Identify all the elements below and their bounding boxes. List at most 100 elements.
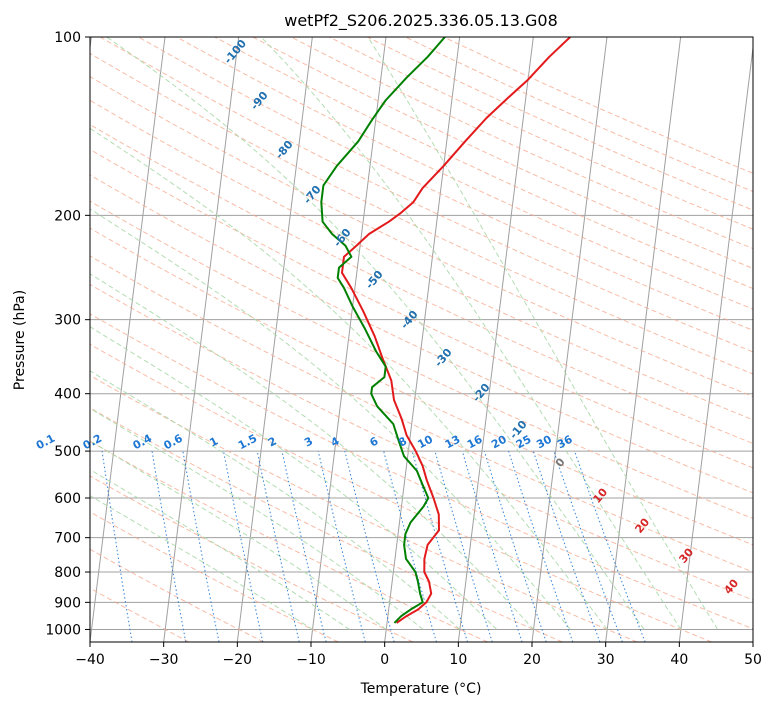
y-tick-label: 700 [54, 531, 81, 547]
red-line-label: 20 [632, 515, 652, 535]
mixing-ratio-line [256, 450, 300, 642]
mixing-ratio-label: 20 [489, 433, 509, 452]
series-line-temperature [341, 37, 571, 624]
dry-adiabat-line [90, 587, 190, 642]
x-tick-label: −40 [75, 652, 105, 668]
moist-adiabat-label: 0 [553, 455, 568, 469]
moist-adiabat-line [106, 37, 645, 630]
mixing-ratio-label: 36 [555, 433, 575, 452]
dry-adiabat-line [176, 37, 753, 310]
mixing-ratio-label: 3 [302, 434, 315, 449]
dry-adiabat-line [90, 283, 753, 601]
moist-adiabat-line [90, 407, 424, 630]
moist-adiabat-label: -50 [363, 268, 386, 292]
mixing-ratio-line [553, 450, 623, 642]
mixing-ratio-line [574, 450, 646, 642]
mixing-ratio-line [223, 451, 264, 642]
mixing-ratio-line [281, 450, 327, 642]
y-tick-label: 100 [54, 30, 81, 46]
red-line-label: 10 [590, 485, 610, 505]
dry-adiabat-line [367, 37, 753, 211]
moist-adiabat-line [90, 127, 608, 630]
dry-adiabat-line [90, 313, 753, 630]
mixing-ratio-line [411, 450, 468, 642]
dry-adiabat-line [90, 548, 264, 642]
mixing-ratio-label: 16 [465, 433, 485, 452]
dry-adiabat-line [405, 37, 753, 193]
mixing-ratio-line [317, 450, 366, 642]
y-tick-label: 1000 [45, 622, 81, 638]
y-tick-label: 600 [54, 491, 81, 507]
mixing-ratio-label: 10 [415, 433, 435, 452]
isotherm-line [457, 37, 534, 642]
isotherm-line [163, 37, 240, 642]
mixing-ratio-label: 0.6 [162, 432, 186, 453]
y-axis: 100 200 300 400 500 600 700 800 900 1000 [45, 30, 90, 638]
moist-adiabat-line [90, 440, 387, 630]
isotherm-line [236, 37, 313, 642]
x-tick-label: −20 [223, 652, 253, 668]
background-lines [90, 37, 753, 642]
moist-adiabat-label: -20 [470, 381, 493, 405]
y-axis-label: Pressure (hPa) [12, 290, 28, 390]
mixing-ratio-line [532, 450, 601, 642]
mixing-ratio-label: 30 [534, 433, 554, 452]
y-tick-label: 500 [54, 444, 81, 460]
moist-adiabat-label: -60 [331, 226, 354, 250]
mixing-ratio-label: 2 [266, 434, 279, 449]
mixing-ratio-line [508, 450, 574, 642]
moist-adiabat-line [90, 326, 498, 630]
x-tick-label: 0 [380, 652, 389, 668]
dry-adiabat-line [90, 174, 753, 494]
moist-adiabat-label: -40 [398, 308, 421, 332]
moist-adiabat-line [90, 273, 534, 630]
chart-title: wetPf2_S206.2025.336.05.13.G08 [284, 11, 558, 31]
dry-adiabat-line [138, 37, 753, 331]
moist-adiabat-label: -30 [432, 346, 455, 370]
y-tick-label: 800 [54, 565, 81, 581]
moist-adiabat-line [90, 468, 350, 630]
mixing-ratio-label: 25 [514, 433, 534, 452]
profile-lines [320, 37, 571, 624]
mixing-ratio-line [434, 450, 493, 642]
mixing-ratio-line [461, 450, 523, 642]
dry-adiabat-line [90, 343, 712, 642]
x-axis-label: Temperature (°C) [360, 681, 482, 697]
series-line-dewpoint [320, 37, 446, 624]
isotherm-line [384, 37, 461, 642]
mixing-ratio-label: 1.5 [236, 432, 259, 453]
moist-adiabat-line [90, 208, 571, 630]
dry-adiabat-line [90, 124, 753, 445]
mixing-ratio-line [383, 450, 437, 642]
moist-adiabat-line [90, 495, 313, 630]
dry-adiabat-line [214, 37, 753, 290]
moist-adiabat-line [260, 37, 682, 630]
isotherm-line [752, 637, 753, 642]
moist-adiabat-line [367, 37, 719, 630]
x-tick-label: −10 [296, 652, 326, 668]
dry-adiabat-line [252, 37, 753, 269]
x-tick-label: 10 [449, 652, 467, 668]
mixing-ratio-label: 4 [329, 434, 342, 449]
mixing-ratio-label: 1 [207, 434, 220, 449]
mixing-ratio-line [182, 451, 220, 642]
x-tick-label: 40 [670, 652, 688, 668]
dry-adiabat-line [90, 148, 753, 469]
x-tick-label: 20 [523, 652, 541, 668]
dry-adiabat-line [90, 99, 753, 421]
mixing-ratio-line [344, 450, 395, 642]
dry-adiabat-line [90, 407, 563, 642]
mixing-ratio-line [483, 450, 547, 642]
dry-adiabat-line [90, 374, 638, 642]
dry-adiabat-line [90, 200, 753, 520]
y-tick-label: 200 [54, 208, 81, 224]
mixing-ratio-label: 13 [443, 433, 463, 452]
x-tick-label: 50 [744, 652, 762, 668]
dry-adiabat-line [90, 255, 753, 573]
isotherm-line [678, 43, 753, 642]
plot-frame [89, 36, 754, 643]
dry-adiabat-line [90, 76, 753, 398]
y-tick-label: 400 [54, 387, 81, 403]
dry-adiabat-line [90, 475, 414, 642]
